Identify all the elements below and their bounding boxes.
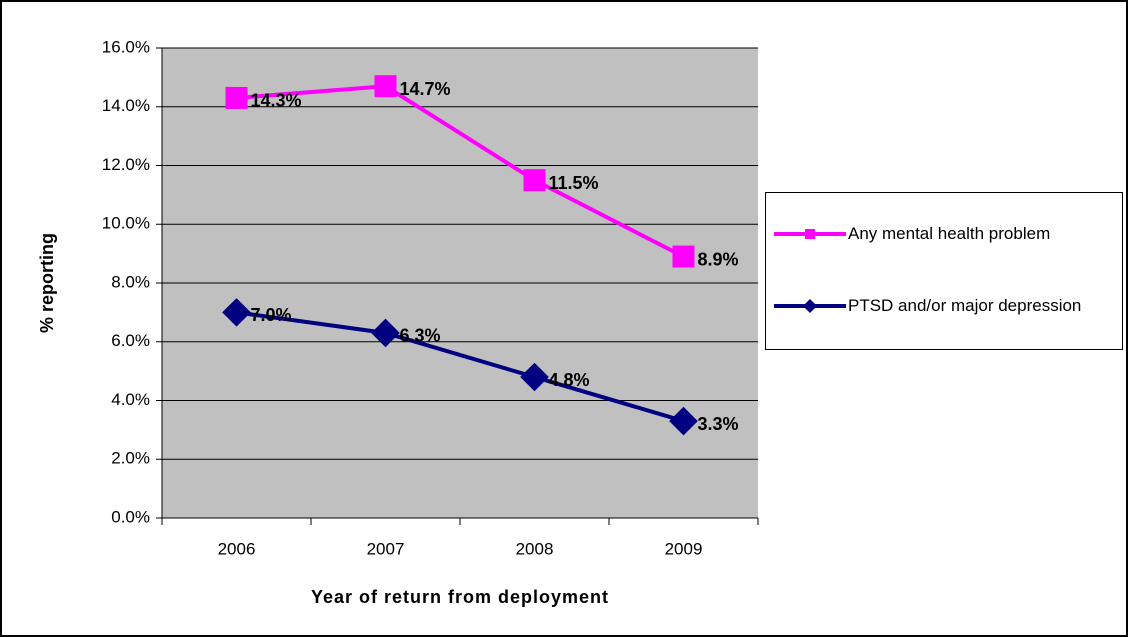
legend-marker [803, 299, 817, 313]
y-tick-label: 0.0% [111, 507, 150, 526]
x-tick-label: 2007 [367, 539, 405, 558]
data-label: 14.3% [251, 91, 302, 111]
x-axis-label: Year of return from deployment [311, 587, 609, 607]
y-tick-label: 10.0% [102, 214, 150, 233]
legend: Any mental health problem PTSD and/or maj… [765, 192, 1123, 350]
y-axis-label: % reporting [37, 233, 57, 333]
x-tick-label: 2008 [516, 539, 554, 558]
legend-entry: PTSD and/or major depression [772, 293, 1118, 319]
y-tick-label: 14.0% [102, 96, 150, 115]
x-tick-label: 2009 [665, 539, 703, 558]
legend-entry: Any mental health problem [772, 221, 1118, 247]
y-tick-label: 6.0% [111, 331, 150, 350]
y-tick-label: 4.0% [111, 390, 150, 409]
legend-label: Any mental health problem [848, 224, 1051, 243]
y-tick-label: 2.0% [111, 449, 150, 468]
marker [672, 245, 695, 268]
data-label: 3.3% [698, 414, 739, 434]
y-tick-label: 16.0% [102, 37, 150, 56]
data-label: 7.0% [251, 305, 292, 325]
y-tick-label: 8.0% [111, 272, 150, 291]
legend-swatch [774, 299, 846, 313]
marker [222, 298, 251, 327]
data-label: 6.3% [400, 326, 441, 346]
data-label: 4.8% [549, 370, 590, 390]
data-label: 8.9% [698, 249, 739, 269]
marker [225, 86, 248, 109]
data-label: 14.7% [400, 79, 451, 99]
marker [520, 362, 549, 392]
marker [374, 75, 397, 98]
series-line [236, 310, 685, 423]
marker [371, 318, 400, 348]
legend-label: PTSD and/or major depression [848, 296, 1082, 315]
series-line [236, 84, 685, 259]
legend-swatch [774, 229, 846, 239]
data-label: 11.5% [549, 173, 599, 193]
marker [669, 406, 698, 436]
x-tick-label: 2006 [218, 539, 256, 558]
y-tick-label: 12.0% [102, 155, 150, 174]
marker [523, 169, 546, 192]
legend-marker [805, 229, 815, 239]
